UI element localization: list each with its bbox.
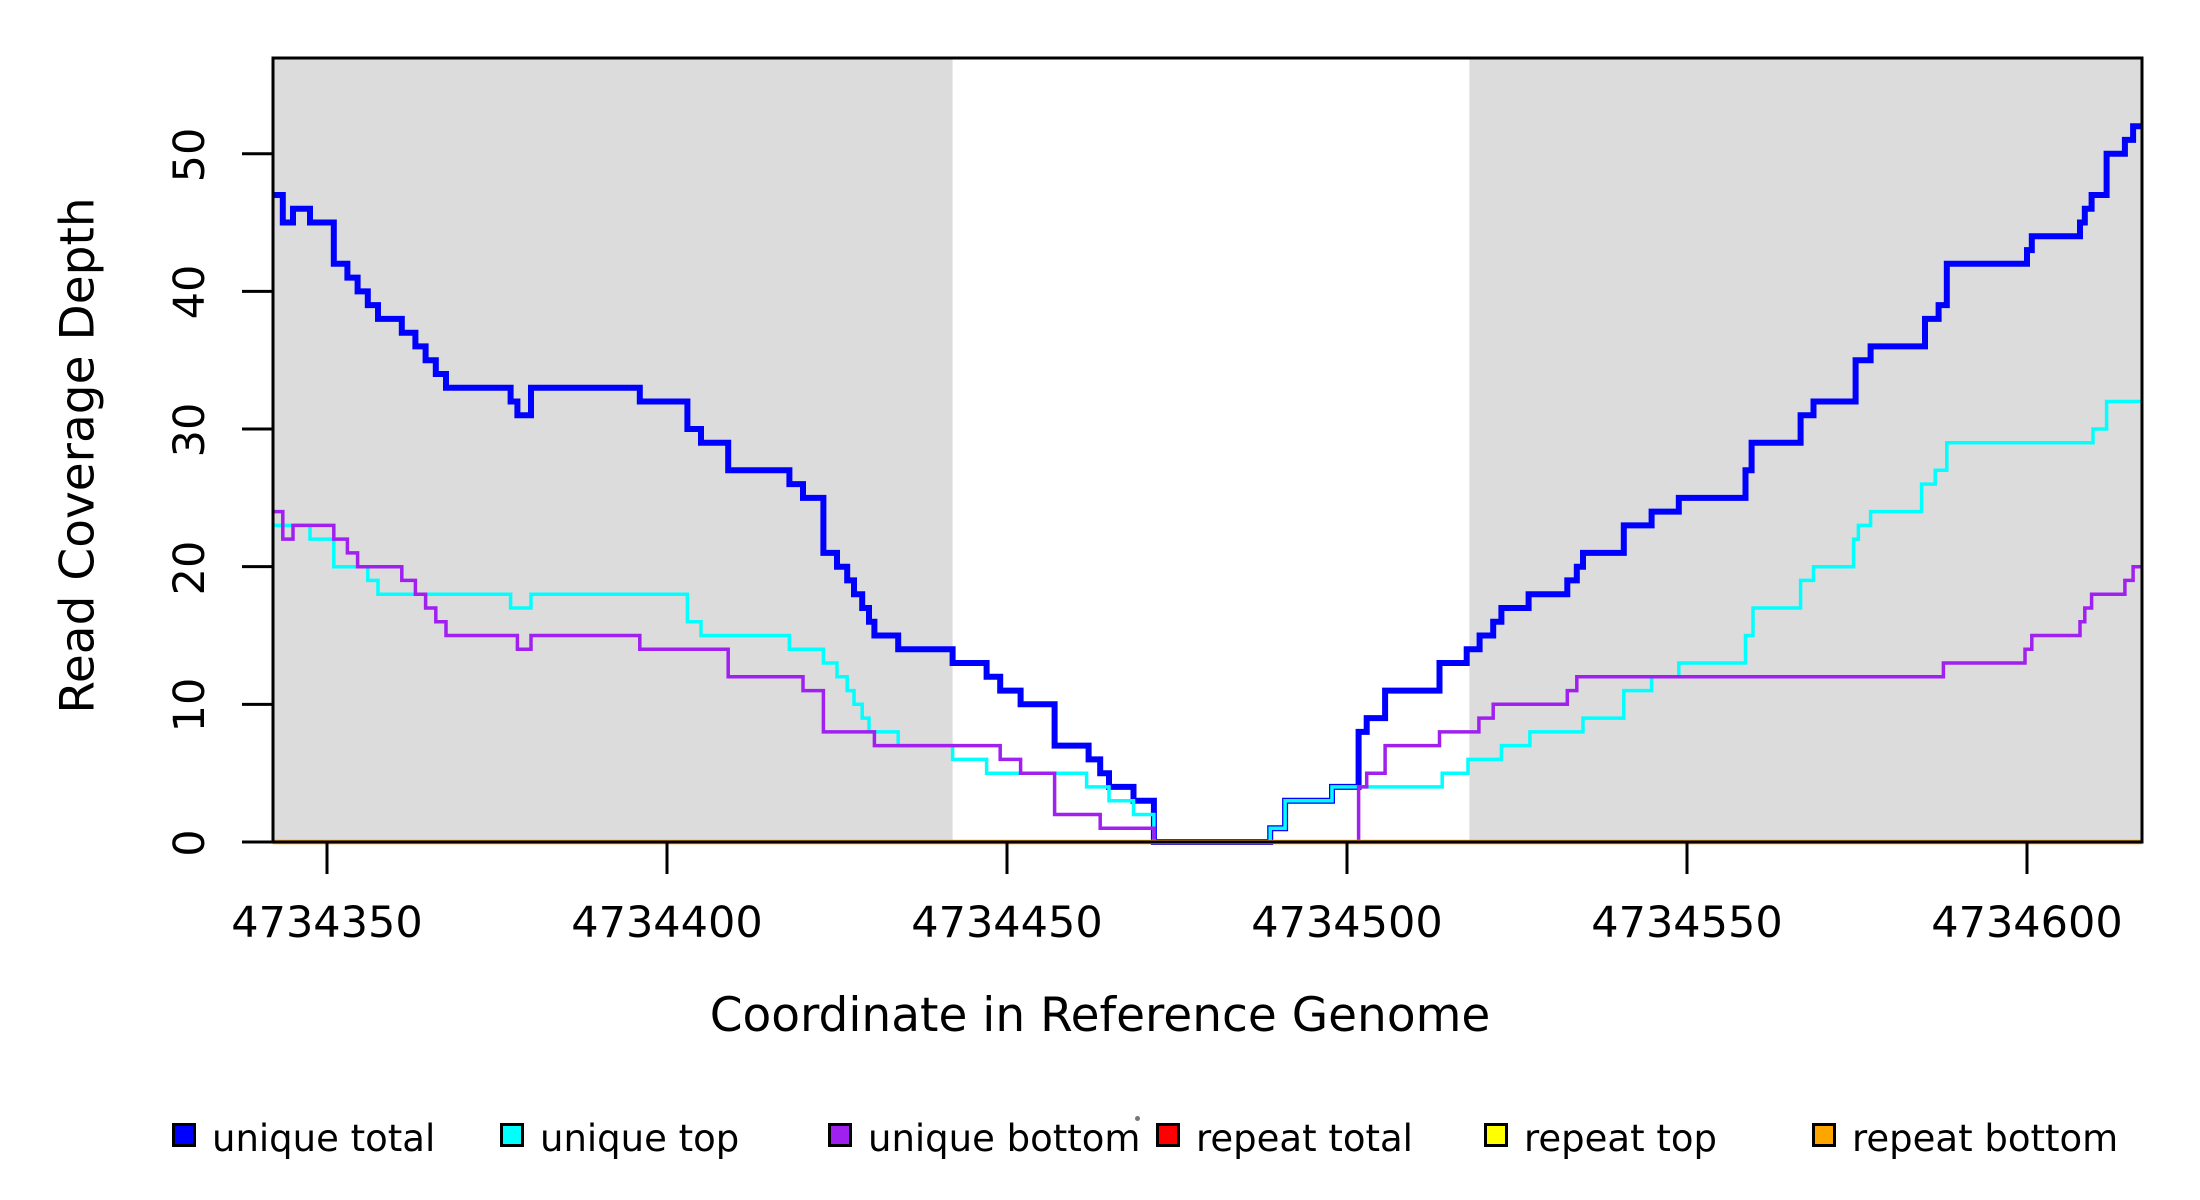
y-tick-label: 50 [165, 127, 215, 183]
x-tick-label: 4734350 [231, 898, 423, 948]
y-tick-label: 10 [165, 677, 215, 733]
unique-top-swatch [500, 1123, 524, 1147]
y-tick-label: 0 [165, 829, 215, 857]
y-tick-label: 30 [165, 402, 215, 458]
legend-label: unique bottom [868, 1117, 1141, 1160]
legend-label: repeat bottom [1852, 1117, 2119, 1160]
series-unique-bottom [272, 509, 2142, 844]
plot-border [271, 56, 2144, 844]
unique-total-swatch [172, 1123, 196, 1147]
left-unique-region [272, 58, 953, 842]
repeat-top-swatch [1484, 1123, 1508, 1147]
stray-point-artifact [1135, 1116, 1140, 1121]
x-tick-label: 4734400 [571, 898, 763, 948]
repeat-total-swatch [1156, 1123, 1180, 1147]
x-tick-label: 4734550 [1591, 898, 1783, 948]
x-tick-label: 4734600 [1931, 898, 2123, 948]
legend-label: repeat total [1196, 1117, 1413, 1160]
legend-label: repeat top [1524, 1117, 1717, 1160]
y-axis-title: Read Coverage Depth [50, 197, 106, 714]
y-tick-label: 20 [165, 540, 215, 596]
series-unique-total [272, 123, 2142, 845]
unique-bottom-swatch [828, 1123, 852, 1147]
y-tick-label: 40 [165, 265, 215, 320]
x-tick-label: 4734450 [911, 898, 1103, 948]
x-tick-label: 4734500 [1251, 898, 1443, 948]
legend-label: unique total [212, 1117, 436, 1160]
right-unique-region [1469, 58, 2143, 842]
x-axis-title: Coordinate in Reference Genome [709, 988, 1491, 1043]
series-unique-top [272, 399, 2142, 844]
legend-label: unique top [540, 1117, 740, 1160]
repeat-bottom-swatch [1812, 1123, 1836, 1147]
